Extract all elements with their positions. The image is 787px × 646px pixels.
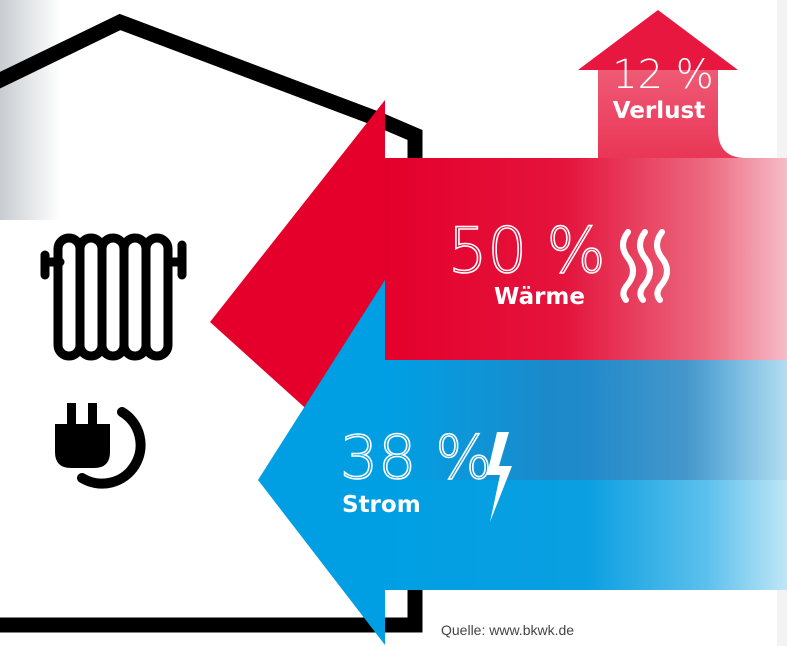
heat-percent: 50 % (448, 214, 606, 287)
radiator-icon (40, 233, 187, 361)
heat-arrow-stem (385, 158, 787, 360)
power-percent: 38 % (340, 423, 492, 493)
loss-percent: 12 % (612, 52, 714, 98)
background-shade (0, 0, 60, 220)
power-arrow-head (258, 280, 385, 645)
heat-label: Wärme (494, 284, 585, 310)
power-arrow (258, 280, 787, 645)
loss-label: Verlust (613, 98, 705, 124)
heat-waves-icon (620, 229, 670, 303)
power-plug-icon (55, 403, 146, 489)
power-arrow-shade (385, 360, 787, 480)
house-outline-icon (0, 13, 423, 633)
lightning-icon (487, 432, 512, 522)
power-label: Strom (342, 492, 421, 518)
loss-arrow-head (578, 10, 738, 70)
source-note: Quelle: www.bkwk.de (441, 622, 574, 638)
